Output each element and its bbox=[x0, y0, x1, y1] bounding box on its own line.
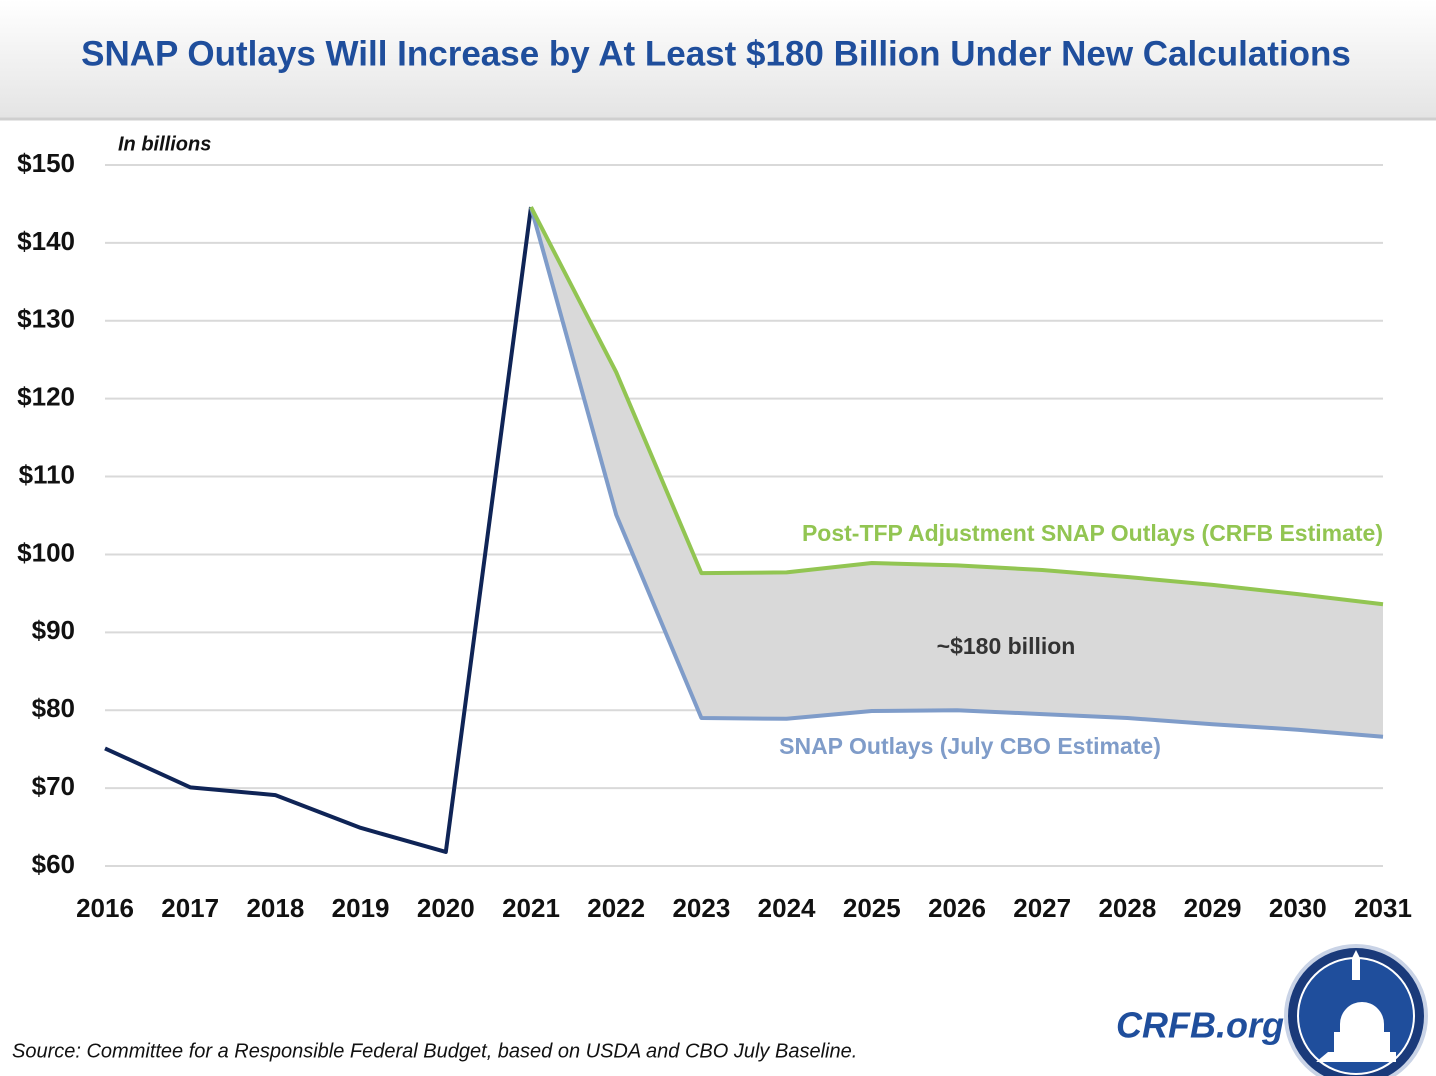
y-unit-label: In billions bbox=[118, 133, 211, 155]
x-tick-label: 2021 bbox=[502, 893, 560, 923]
y-tick-label: $110 bbox=[19, 459, 75, 489]
series-line bbox=[529, 206, 1384, 607]
x-tick-label: 2016 bbox=[76, 893, 134, 923]
x-tick-label: 2017 bbox=[161, 893, 219, 923]
source: Source: Committee for a Responsible Fede… bbox=[12, 1040, 857, 1062]
x-tick-label: 2031 bbox=[1354, 893, 1412, 923]
x-tick-label: 2018 bbox=[246, 893, 304, 923]
x-tick-label: 2022 bbox=[587, 893, 645, 923]
logo bbox=[1284, 944, 1428, 1076]
y-tick-label: $130 bbox=[17, 304, 75, 334]
y-tick-label: $60 bbox=[32, 849, 75, 879]
y-tick-label: $140 bbox=[17, 226, 75, 256]
x-tick-label: 2029 bbox=[1184, 893, 1242, 923]
x-tick-label: 2023 bbox=[672, 893, 730, 923]
y-tick-label: $70 bbox=[32, 771, 75, 801]
y-tick-label: $150 bbox=[17, 148, 75, 178]
x-tick-label: 2019 bbox=[332, 893, 390, 923]
x-tick-label: 2020 bbox=[417, 893, 475, 923]
y-tick-label: $120 bbox=[17, 382, 75, 412]
y-tick-label: $90 bbox=[32, 615, 75, 645]
annotation: ~$180 billion bbox=[937, 633, 1076, 659]
title-band bbox=[0, 0, 1436, 118]
series-line bbox=[529, 206, 1384, 739]
x-tick-label: 2025 bbox=[843, 893, 901, 923]
series-label: Post-TFP Adjustment SNAP Outlays (CRFB E… bbox=[802, 520, 1383, 546]
series-label: SNAP Outlays (July CBO Estimate) bbox=[779, 733, 1161, 759]
brand: CRFB.org bbox=[1116, 1005, 1284, 1046]
chart-title: SNAP Outlays Will Increase by At Least $… bbox=[81, 34, 1351, 73]
plot: $60 $70 $80 $90 $100 $110 $120 $130 $140 $150 2016… bbox=[17, 148, 1412, 923]
y-tick-label: $100 bbox=[17, 537, 75, 567]
gap-area bbox=[531, 207, 1383, 737]
y-tick-label: $80 bbox=[32, 693, 75, 723]
series-line bbox=[104, 206, 533, 854]
x-tick-label: 2026 bbox=[928, 893, 986, 923]
x-tick-label: 2024 bbox=[758, 893, 816, 923]
x-tick-label: 2027 bbox=[1013, 893, 1071, 923]
x-tick-label: 2030 bbox=[1269, 893, 1327, 923]
x-tick-label: 2028 bbox=[1098, 893, 1156, 923]
